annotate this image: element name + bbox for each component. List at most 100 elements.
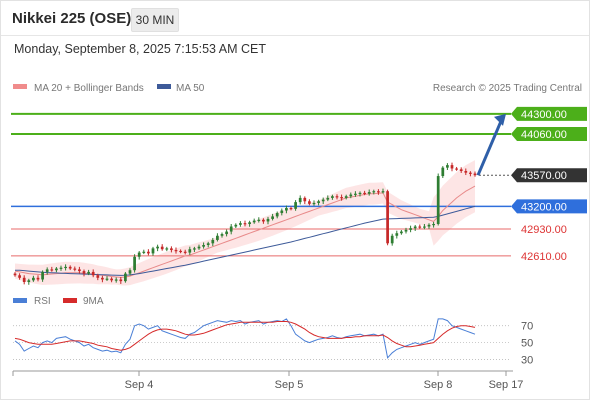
candle-body <box>423 226 426 228</box>
candle-body <box>13 273 17 276</box>
candle-body <box>59 267 63 269</box>
candle-body <box>335 196 339 198</box>
candle-body <box>372 191 376 193</box>
candle-body <box>179 250 182 253</box>
candle-body <box>183 251 187 253</box>
rsi-panel: 70 50 30 <box>13 318 533 367</box>
candle-body <box>446 165 449 168</box>
target-arrow-shaft <box>476 118 504 176</box>
candle-body <box>206 243 210 245</box>
candle-body <box>151 248 155 254</box>
candle-body <box>193 248 196 250</box>
candle-body <box>285 208 288 211</box>
candle-body <box>275 213 279 217</box>
candle-body <box>303 197 307 202</box>
timeframe-button[interactable]: 30 MIN <box>131 8 179 32</box>
level-label-42930: 42930.00 <box>521 224 567 236</box>
candle-body <box>386 191 389 244</box>
target-arrow-head <box>494 113 506 126</box>
rsi-legend-label: RSI <box>34 296 51 307</box>
candle-body <box>294 202 297 209</box>
candle-body <box>114 279 118 281</box>
candle-body <box>321 199 325 202</box>
rsi-tick-30: 30 <box>521 355 533 367</box>
candle-body <box>133 256 136 271</box>
candle-body <box>220 234 224 236</box>
candle-body <box>170 248 173 251</box>
ma50-line <box>15 205 476 276</box>
candle-body <box>174 250 178 252</box>
candle-body <box>55 268 58 271</box>
candle-body <box>257 219 261 221</box>
candle-body <box>211 239 215 244</box>
candle-body <box>271 216 274 219</box>
credit-text: Research © 2025 Trading Central <box>433 83 582 94</box>
candle-body <box>36 277 40 280</box>
level-label-44300: 44300.00 <box>521 109 567 121</box>
candle-body <box>101 277 104 280</box>
candle-body <box>432 223 435 226</box>
candle-body <box>91 271 95 276</box>
candle-body <box>68 266 72 269</box>
candle-body <box>216 235 219 240</box>
candle-body <box>124 273 127 282</box>
candle-body <box>96 275 100 278</box>
candle-body <box>142 251 146 253</box>
level-label-44060: 44060.00 <box>521 129 567 141</box>
level-labels: 44300.00 44060.00 43570.00 43200.00 42930.00… <box>511 106 587 263</box>
rsi-line <box>14 318 476 359</box>
candle-body <box>349 194 353 197</box>
candle-body <box>354 193 357 195</box>
chart-header: Nikkei 225 (OSE) 30 MIN <box>1 1 589 36</box>
ma50-legend-label: MA 50 <box>176 83 205 94</box>
level-tag-43570 <box>511 168 587 183</box>
candle-body <box>409 228 412 230</box>
level-tag-44060 <box>511 127 587 141</box>
candle-body <box>87 271 90 274</box>
x-tick-label: Sep 4 <box>125 379 154 391</box>
ma20-legend-swatch <box>13 84 27 89</box>
candle-body <box>289 208 293 210</box>
candle-body <box>400 231 403 234</box>
candle-body <box>22 277 26 282</box>
rsi-legend-swatch <box>13 298 27 303</box>
candle-body <box>404 229 408 232</box>
candle-body <box>229 226 233 232</box>
candle-body <box>160 246 164 250</box>
candle-body <box>248 222 251 224</box>
candle-body <box>73 268 77 270</box>
candle-body <box>363 192 366 195</box>
rsi-tick-70: 70 <box>521 321 533 333</box>
level-tag-44300 <box>511 106 587 121</box>
candle-body <box>331 196 334 198</box>
instrument-title: Nikkei 225 (OSE) <box>12 10 132 27</box>
candle-body <box>381 191 385 193</box>
candle-body <box>317 201 320 203</box>
candle-body <box>377 191 380 193</box>
level-label-42610: 42610.00 <box>521 251 567 263</box>
moving-averages <box>14 185 476 278</box>
candle-body <box>234 224 238 227</box>
rsi-ma-legend-swatch <box>63 298 77 303</box>
candle-body <box>367 192 371 194</box>
candle-body <box>413 226 417 229</box>
candle-body <box>262 219 265 222</box>
candle-body <box>156 246 159 249</box>
candle-body <box>455 168 458 170</box>
candle-body <box>18 275 21 278</box>
rsi-ma-line <box>14 321 476 351</box>
candle-body <box>110 278 113 281</box>
candle-body <box>464 171 468 173</box>
candle-body <box>50 269 54 271</box>
candle-body <box>266 218 270 222</box>
candle-body <box>418 226 422 228</box>
level-label-43200: 43200.00 <box>521 201 567 213</box>
candle-body <box>105 278 109 280</box>
candle-body <box>225 231 228 235</box>
candle-body <box>243 223 247 225</box>
x-tick-label: Sep 5 <box>275 379 304 391</box>
candle-body <box>441 167 445 177</box>
candle-body <box>473 173 477 176</box>
candle-body <box>119 279 123 282</box>
